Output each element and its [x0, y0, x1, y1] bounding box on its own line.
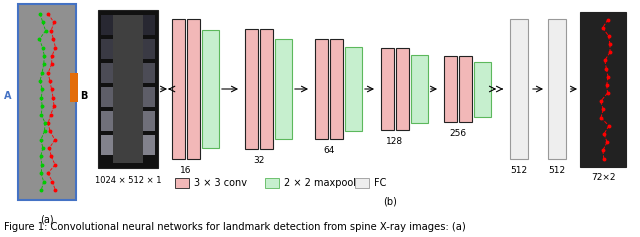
Bar	[260, 29, 273, 149]
Bar	[98, 10, 158, 168]
Bar	[187, 19, 200, 159]
Bar	[70, 73, 78, 102]
Bar	[175, 178, 189, 188]
Bar	[330, 39, 343, 139]
Text: 72×2: 72×2	[591, 173, 615, 182]
Text: (a): (a)	[40, 214, 54, 224]
Text: 64: 64	[323, 146, 335, 155]
Text: 512: 512	[548, 166, 566, 175]
Bar	[315, 39, 328, 139]
Text: 1024 × 512 × 1: 1024 × 512 × 1	[95, 176, 161, 185]
Bar	[101, 63, 155, 83]
Text: 128: 128	[387, 137, 404, 146]
Bar	[101, 15, 155, 35]
Bar	[355, 178, 369, 188]
Text: B: B	[80, 91, 88, 101]
Bar	[381, 48, 394, 130]
Text: FC: FC	[374, 178, 387, 188]
Bar	[548, 19, 566, 159]
Text: 512: 512	[511, 166, 527, 175]
Bar	[459, 56, 472, 122]
Bar	[101, 111, 155, 131]
Bar	[345, 47, 362, 131]
Text: (b): (b)	[383, 196, 397, 206]
Bar	[580, 12, 626, 167]
Bar	[265, 178, 279, 188]
Text: 32: 32	[253, 156, 265, 165]
Text: 2 × 2 maxpool: 2 × 2 maxpool	[284, 178, 356, 188]
Bar	[510, 19, 528, 159]
Bar	[101, 135, 155, 155]
Bar	[275, 39, 292, 139]
Bar	[245, 29, 258, 149]
Bar	[396, 48, 409, 130]
Text: 256: 256	[449, 129, 467, 138]
Bar	[444, 56, 457, 122]
Text: A: A	[4, 91, 12, 101]
Bar	[474, 61, 491, 117]
Bar	[411, 55, 428, 123]
Bar	[18, 4, 76, 200]
Bar	[172, 19, 185, 159]
Text: 16: 16	[180, 166, 192, 175]
Bar	[101, 87, 155, 107]
Bar	[202, 30, 219, 148]
Bar	[101, 39, 155, 59]
Text: Figure 1: Convolutional neural networks for landmark detection from spine X-ray : Figure 1: Convolutional neural networks …	[4, 222, 466, 232]
Bar	[113, 15, 143, 163]
Text: 3 × 3 conv: 3 × 3 conv	[194, 178, 247, 188]
